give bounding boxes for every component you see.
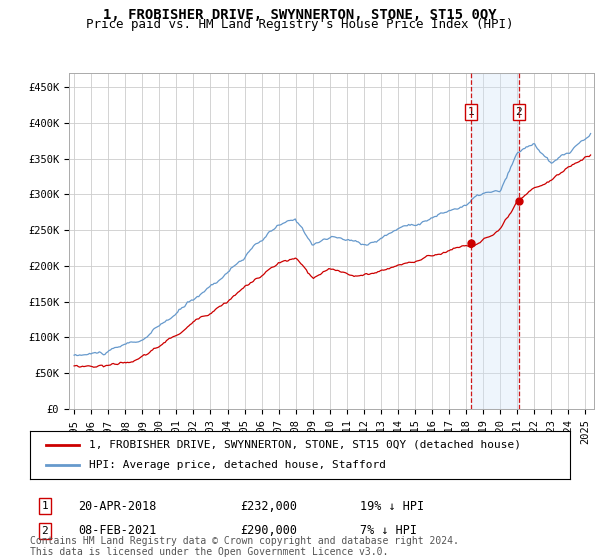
Text: £232,000: £232,000 — [240, 500, 297, 513]
Text: 7% ↓ HPI: 7% ↓ HPI — [360, 524, 417, 538]
Text: HPI: Average price, detached house, Stafford: HPI: Average price, detached house, Staf… — [89, 460, 386, 470]
Text: 08-FEB-2021: 08-FEB-2021 — [78, 524, 157, 538]
Text: 2: 2 — [41, 526, 49, 536]
Text: 1, FROBISHER DRIVE, SWYNNERTON, STONE, ST15 0QY: 1, FROBISHER DRIVE, SWYNNERTON, STONE, S… — [103, 8, 497, 22]
Text: 19% ↓ HPI: 19% ↓ HPI — [360, 500, 424, 513]
Text: 1: 1 — [468, 107, 475, 117]
Bar — [471, 73, 519, 409]
Text: Contains HM Land Registry data © Crown copyright and database right 2024.
This d: Contains HM Land Registry data © Crown c… — [30, 535, 459, 557]
Text: 2: 2 — [515, 107, 523, 117]
Text: 1: 1 — [41, 501, 49, 511]
Text: Price paid vs. HM Land Registry's House Price Index (HPI): Price paid vs. HM Land Registry's House … — [86, 18, 514, 31]
Text: £290,000: £290,000 — [240, 524, 297, 538]
Text: 20-APR-2018: 20-APR-2018 — [78, 500, 157, 513]
Text: 1, FROBISHER DRIVE, SWYNNERTON, STONE, ST15 0QY (detached house): 1, FROBISHER DRIVE, SWYNNERTON, STONE, S… — [89, 440, 521, 450]
